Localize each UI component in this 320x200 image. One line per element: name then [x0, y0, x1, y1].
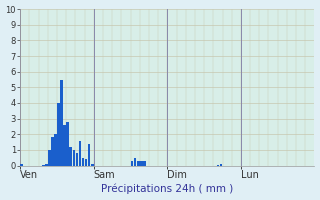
X-axis label: Précipitations 24h ( mm ): Précipitations 24h ( mm ) — [101, 184, 234, 194]
Bar — [82, 158, 84, 166]
Bar — [67, 122, 69, 166]
Bar — [137, 161, 140, 166]
Bar — [20, 164, 23, 166]
Bar — [134, 158, 136, 166]
Bar — [220, 164, 222, 166]
Bar — [76, 153, 78, 166]
Bar — [57, 103, 60, 166]
Bar — [131, 161, 133, 166]
Bar — [140, 161, 143, 166]
Bar — [45, 164, 48, 166]
Bar — [60, 80, 63, 166]
Bar — [73, 150, 75, 166]
Bar — [217, 165, 219, 166]
Bar — [85, 159, 87, 166]
Bar — [54, 134, 57, 166]
Bar — [143, 161, 146, 166]
Bar — [69, 147, 72, 166]
Bar — [63, 125, 66, 166]
Bar — [88, 144, 91, 166]
Bar — [48, 150, 51, 166]
Bar — [79, 141, 81, 166]
Bar — [51, 137, 54, 166]
Bar — [91, 164, 93, 166]
Bar — [42, 165, 44, 166]
